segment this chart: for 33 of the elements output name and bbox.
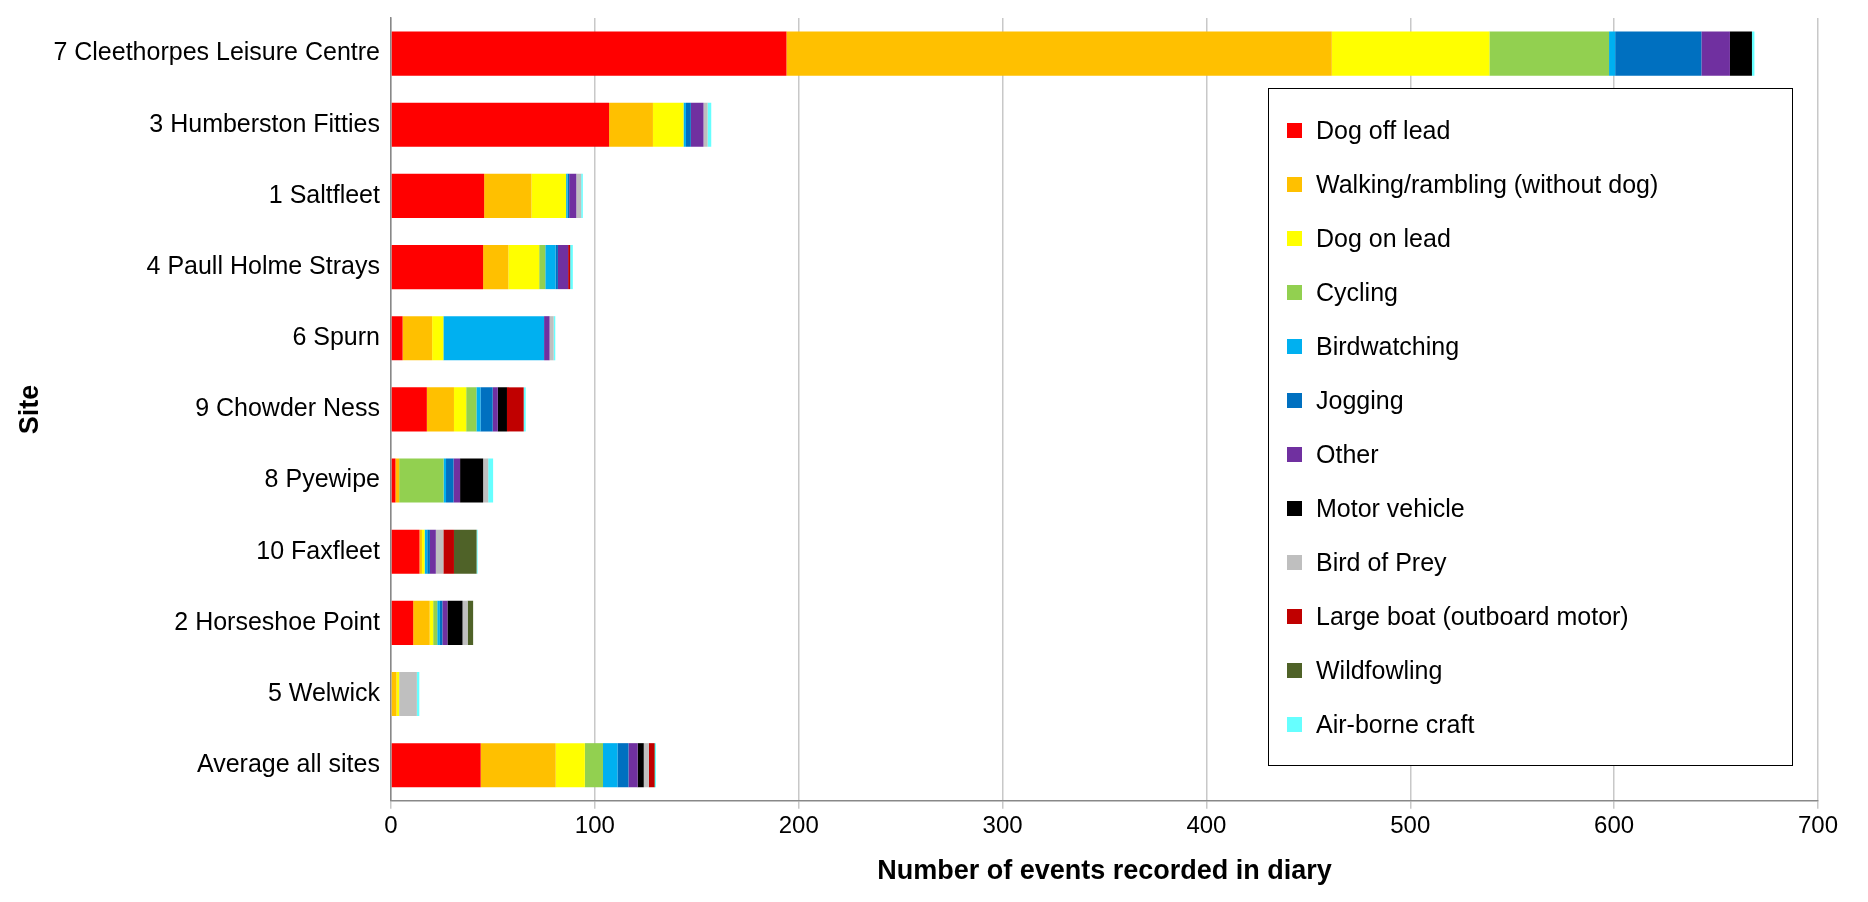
y-tick-label: 6 Spurn [292,322,380,351]
x-tick-label: 300 [982,810,1023,838]
legend-label: Wildfowling [1316,655,1443,685]
legend-label: Dog on lead [1316,223,1451,253]
x-axis-title: Number of events recorded in diary [877,855,1332,886]
x-tick-label: 100 [574,810,615,838]
y-tick-label: 7 Cleethorpes Leisure Centre [53,37,380,66]
y-tick-label: Average all sites [196,749,380,778]
legend-label: Cycling [1316,277,1398,307]
legend-label: Dog off lead [1316,115,1451,145]
y-tick-label: 9 Chowder Ness [195,393,380,422]
x-tick-label: 400 [1186,810,1227,838]
y-tick-label: 3 Humberston Fitties [149,108,380,137]
x-tick-label: 0 [384,810,398,838]
x-tick-label: 500 [1390,810,1431,838]
legend-label: Other [1316,439,1379,469]
legend-label: Bird of Prey [1316,547,1447,577]
legend-label: Birdwatching [1316,331,1460,361]
legend-label: Walking/rambling (without dog) [1316,169,1659,199]
legend-label: Jogging [1316,385,1404,415]
y-axis-title: Site [13,384,44,435]
legend-label: Air-borne craft [1316,709,1475,739]
y-tick-label: 1 Saltfleet [268,179,381,208]
y-tick-label: 2 Horseshoe Point [174,606,381,635]
x-tick-label: 200 [778,810,819,838]
legend-label: Motor vehicle [1316,493,1465,523]
y-tick-label: 4 Paull Holme Strays [146,250,380,279]
legend-label: Large boat (outboard motor) [1316,601,1629,631]
y-tick-label: 8 Pyewipe [264,464,380,493]
y-tick-label: 10 Faxfleet [256,535,381,564]
x-tick-label: 600 [1594,810,1635,838]
y-tick-label: 5 Welwick [267,677,381,706]
x-tick-label: 700 [1797,810,1839,838]
